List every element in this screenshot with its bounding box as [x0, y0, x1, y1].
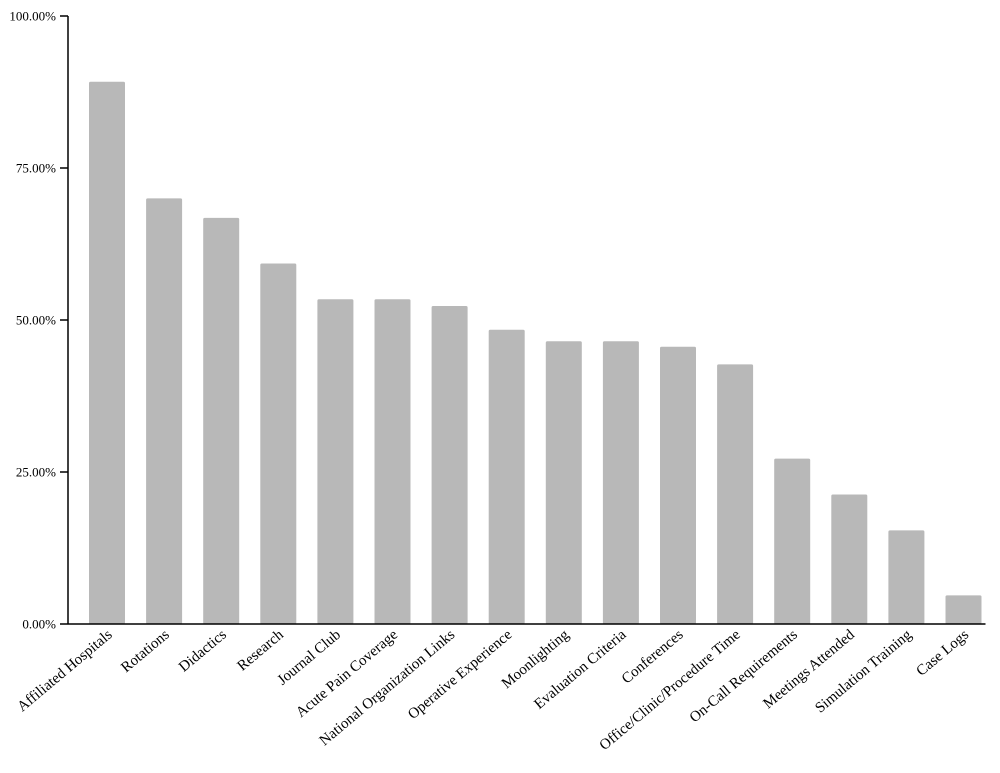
x-tick-label: On-Call Requirements	[687, 627, 801, 726]
x-tick-label: Rotations	[118, 627, 172, 676]
bar-journal-club	[317, 299, 354, 624]
bar-simulation-training	[888, 530, 925, 624]
x-tick-label: Case Logs	[914, 627, 973, 680]
x-tick-label: Research	[234, 626, 287, 674]
x-axis: Affiliated Hospitals Rotations Didactics Re…	[15, 623, 986, 754]
x-tick-label: Acute Pain Coverage	[293, 627, 401, 721]
bar-research	[260, 263, 297, 624]
bar-moonlighting	[545, 341, 582, 624]
x-tick-label: Affiliated Hospitals	[15, 627, 116, 716]
bar-national-organization-links	[431, 306, 468, 624]
y-tick-label: 25.00%	[16, 465, 56, 480]
bar-affiliated-hospitals	[89, 81, 125, 624]
bar-operative-experience	[488, 329, 525, 624]
y-tick-label: 0.00%	[22, 617, 56, 632]
x-tick-label: Didactics	[176, 627, 230, 676]
y-tick-label: 100.00%	[9, 9, 56, 24]
y-tick-label: 75.00%	[16, 161, 56, 176]
y-tick-label: 50.00%	[16, 313, 56, 328]
bar-on-call-requirements	[774, 458, 811, 624]
bar-acute-pain-coverage	[374, 299, 411, 624]
bar-evaluation-criteria	[602, 341, 639, 624]
bar-conferences	[660, 346, 696, 624]
bar-office-clinic-procedure-time	[717, 364, 754, 624]
bar-meetings-attended	[831, 494, 868, 624]
bar-rotations	[146, 198, 183, 624]
bar-case-logs	[945, 595, 982, 624]
x-tick-label: Operative Experience	[405, 627, 515, 723]
x-tick-label: Simulation Training	[812, 626, 915, 716]
y-axis: 0.00% 25.00% 50.00% 75.00% 100.00%	[9, 9, 69, 632]
bar-didactics	[203, 217, 240, 624]
bars-group	[89, 81, 982, 624]
